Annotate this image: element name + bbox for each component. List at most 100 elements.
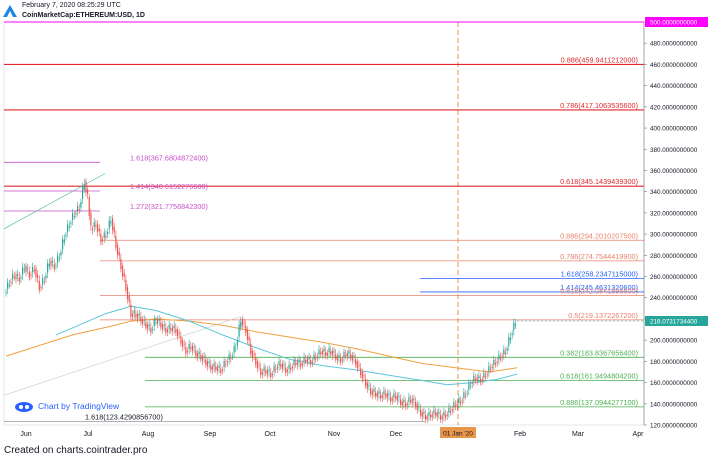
candle-body (90, 212, 92, 226)
candle-body (5, 292, 7, 293)
candle-body (43, 281, 45, 283)
candle-body (395, 396, 397, 399)
candle-body (91, 228, 94, 231)
candle-body (275, 369, 277, 370)
candle-body (160, 322, 162, 328)
candle-body (378, 391, 380, 394)
candle-body (93, 222, 95, 228)
candle-body (514, 324, 517, 326)
candle-body (479, 378, 482, 383)
candle-body (240, 322, 242, 328)
candle-body (311, 361, 313, 363)
x-tick-label: Mar (572, 431, 585, 438)
candle-body (290, 367, 292, 370)
candle-body (363, 375, 365, 377)
candle-body (509, 338, 512, 341)
candle-body (338, 355, 340, 358)
candle-body (98, 228, 100, 231)
candle-body (203, 356, 205, 358)
candle-body (55, 265, 57, 267)
fib-level-label: 1.414(245.4631320600) (560, 283, 638, 292)
candle-body (386, 393, 388, 399)
candle-body (37, 274, 39, 278)
tradingview-logo-icon (3, 5, 17, 17)
candle-body (271, 374, 273, 375)
candle-body (101, 239, 104, 241)
candle-body (301, 363, 303, 365)
y-tick-label: 320.0000000000 (650, 210, 698, 217)
ma-teal-line (55, 305, 518, 386)
candle-body (351, 355, 353, 361)
candle-body (426, 416, 428, 419)
candle-body (176, 329, 179, 337)
candle-body (131, 313, 134, 317)
candle-body (295, 363, 297, 365)
candle-body (371, 391, 373, 395)
candle-body (348, 351, 350, 354)
candle-body (418, 406, 420, 408)
candle-body (484, 375, 487, 378)
candle-body (496, 361, 498, 363)
candle-body (428, 411, 430, 416)
candle-body (58, 258, 60, 260)
fib-level-label: 0.5(219.1372267200) (568, 311, 638, 320)
candle-body (106, 231, 109, 235)
candle-body (436, 412, 438, 417)
candle-body (263, 367, 265, 372)
candle-body (140, 317, 142, 323)
candle-body (291, 366, 293, 369)
candle-body (391, 398, 393, 401)
chart-symbol: CoinMarketCap:ETHEREUM:USD, 1D (22, 12, 145, 19)
candle-body (315, 357, 317, 360)
fib-level-label: 0.618(242.0841896600) (560, 287, 638, 296)
moving-averages (5, 305, 518, 386)
x-tick-label: Oct (265, 431, 276, 438)
candle-body (118, 251, 120, 256)
y-tick-label: 440.0000000000 (650, 83, 698, 90)
candle-body (451, 409, 453, 411)
candle-body (241, 318, 244, 326)
candle-body (73, 216, 75, 217)
candle-body (113, 227, 115, 233)
fib-level-label: 0.886(137.0944277100) (560, 398, 638, 407)
y-tick-label: 240.0000000000 (650, 295, 698, 302)
level-500-label: 500.0000000000 (650, 20, 698, 27)
candle-body (221, 369, 224, 371)
candle-body (250, 343, 252, 354)
candle-body (248, 336, 250, 341)
candle-body (346, 352, 348, 357)
candle-body (459, 401, 462, 404)
candle-body (200, 355, 202, 360)
candle-body (18, 277, 20, 282)
candle-body (366, 382, 368, 389)
candle-body (273, 365, 275, 372)
y-tick-label: 400.0000000000 (650, 126, 698, 133)
candle-body (506, 348, 508, 351)
candle-body (260, 368, 262, 376)
candle-body (123, 272, 125, 277)
candle-body (316, 356, 318, 358)
candle-body (63, 239, 65, 243)
tradingview-watermark[interactable]: Chart by TradingView (38, 401, 120, 411)
candle-body (331, 350, 333, 356)
candle-body (190, 347, 192, 349)
candle-body (449, 410, 452, 413)
candle-body (456, 403, 458, 406)
candle-body (323, 348, 325, 352)
candle-body (35, 268, 37, 278)
current-price-tag (645, 315, 708, 326)
candle-body (268, 369, 270, 372)
x-tick-label: Nov (328, 431, 341, 438)
candle-body (180, 336, 182, 344)
candle-body (231, 355, 234, 357)
candle-body (173, 325, 175, 329)
candle-body (111, 218, 114, 231)
candle-body (178, 333, 180, 334)
candle-body (370, 388, 372, 395)
x-tick-label: Jun (20, 431, 31, 438)
candle-body (215, 366, 217, 370)
candle-body (373, 389, 375, 392)
candle-body (318, 349, 320, 355)
candle-body (12, 273, 14, 280)
candle-body (473, 375, 475, 381)
